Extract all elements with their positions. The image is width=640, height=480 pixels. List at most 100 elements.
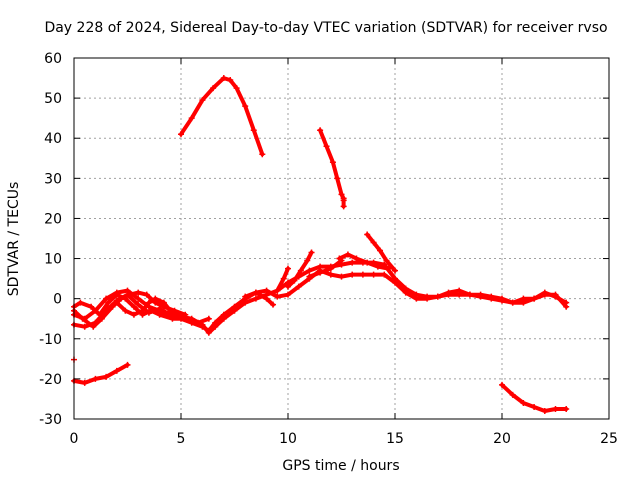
data-point [392,267,398,274]
data-point [259,151,266,158]
data-point [124,361,131,368]
data-point [103,373,110,380]
x-tick-label: 10 [279,431,297,447]
series-track-11 [274,265,291,294]
data-point [98,315,105,322]
data-point [113,367,120,374]
data-point [169,315,176,322]
y-tick-label: 10 [44,252,62,268]
data-point [381,271,388,278]
series-line [337,252,391,271]
series-line [318,128,346,201]
data-point [152,295,159,302]
series-line [243,290,275,307]
plot-frame [73,57,610,420]
data-point [113,291,120,298]
data-point [334,175,341,182]
data-point [563,299,570,306]
data-point [364,259,371,266]
data-point [126,291,133,298]
data-point [139,307,146,314]
y-tick-label: -10 [39,332,62,348]
data-point [242,103,249,110]
data-point [188,115,195,122]
data-point [364,231,371,238]
x-tick-label: 20 [493,431,511,447]
series-track-6 [71,267,570,334]
y-tick-label: -30 [39,412,62,428]
data-point [148,307,155,314]
data-point [295,283,302,290]
data-point [456,287,463,294]
data-point [199,323,206,330]
series-track-9 [113,295,184,318]
data-point [413,295,420,302]
data-point [263,287,270,294]
data-point [306,273,313,280]
data-point [477,293,484,300]
data-point [552,293,559,300]
data-point [242,293,249,300]
data-point [285,265,291,272]
y-tick-label: 20 [44,211,62,227]
data-point [344,251,351,258]
data-point [374,263,381,270]
y-tick-label: 0 [53,292,62,308]
data-point [370,271,377,278]
data-point [210,85,217,92]
data-point [160,299,167,306]
y-tick-label: 40 [44,131,62,147]
data-point [143,291,150,298]
data-point [233,85,240,92]
chart-title: Day 228 of 2024, Sidereal Day-to-day VTE… [44,20,607,36]
grid [74,58,609,419]
data-point [349,259,356,266]
data-point [122,307,129,314]
data-point [145,299,152,306]
x-axis-label: GPS time / hours [282,458,399,474]
data-point [383,257,390,264]
data-point [178,311,184,318]
series-track-3 [71,361,131,386]
data-point [499,381,505,388]
data-point [359,271,366,278]
series-line [307,258,344,279]
data-point [270,301,277,308]
series-track-10 [242,289,277,308]
data-point [205,327,212,334]
data-point [370,239,377,246]
data-point [274,293,281,300]
data-point [349,271,356,278]
series-track-15 [306,257,345,280]
data-point [77,299,84,306]
data-point [156,311,163,318]
data-point [509,299,516,306]
data-point [434,293,441,300]
data-point [81,323,88,330]
series-track-2 [317,127,347,202]
data-point [385,265,392,272]
data-point [250,127,257,134]
data-point [327,265,334,272]
x-tick-label: 5 [177,431,186,447]
data-series [71,75,570,414]
data-point [220,311,227,318]
data-point [531,295,538,302]
x-tick-label: 15 [386,431,404,447]
data-point [338,191,345,198]
data-point [227,77,234,84]
series-track-8 [71,289,189,330]
series-line [72,362,130,385]
data-point [103,295,110,302]
series-track-12 [285,249,315,290]
data-point [340,203,347,210]
data-point [88,303,95,310]
data-point [377,247,384,254]
series-track-13 [364,231,398,274]
data-point [329,159,336,166]
data-point [113,299,120,306]
data-point [392,279,398,286]
data-point [135,295,142,302]
data-point [552,405,559,412]
